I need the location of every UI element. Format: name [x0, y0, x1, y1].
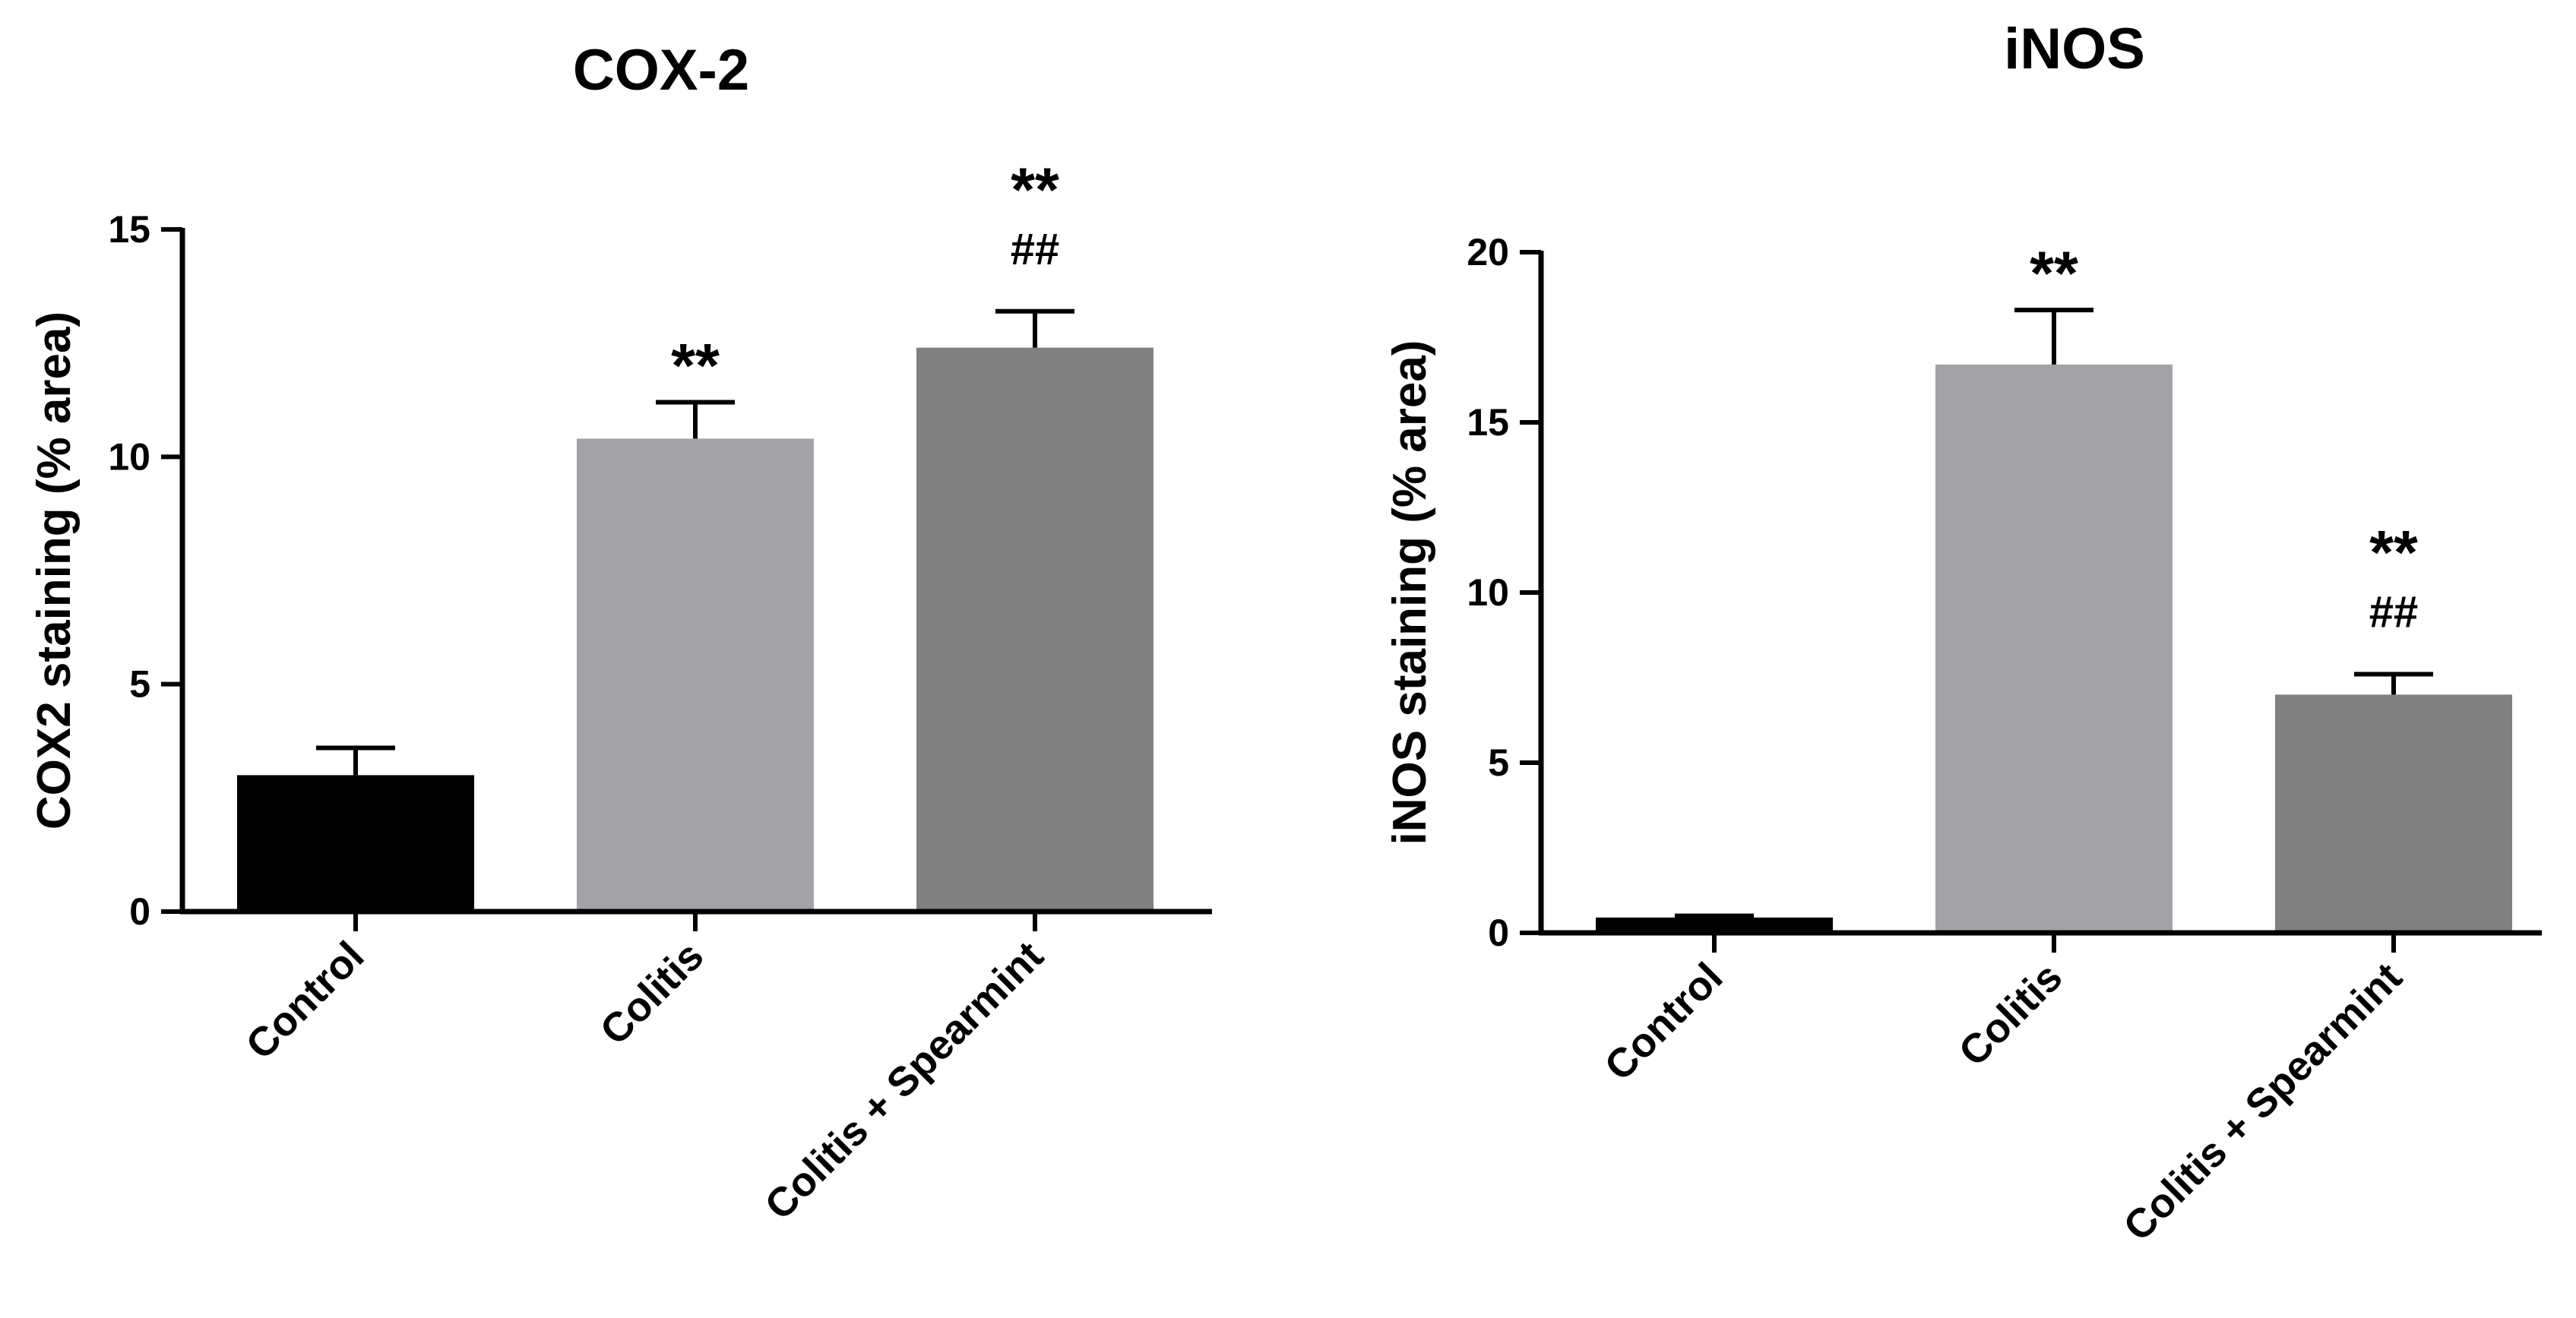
x-category-label: Colitis — [1950, 954, 2071, 1075]
x-category-label: Colitis — [591, 933, 712, 1054]
significance-hash: ## — [1011, 225, 1060, 274]
chart-title: COX-2 — [573, 38, 749, 103]
bar-0 — [1596, 917, 1833, 933]
bar-2 — [916, 347, 1154, 912]
y-tick-label: 20 — [1467, 231, 1509, 273]
bar-1 — [1935, 364, 2173, 934]
y-axis-label: iNOS staining (% area) — [1384, 340, 1436, 845]
x-category-label: Colitis + Spearmint — [756, 933, 1052, 1228]
bar-1 — [577, 438, 814, 912]
y-tick-label: 10 — [108, 435, 150, 478]
chart-title: iNOS — [2004, 17, 2145, 81]
y-tick-label: 0 — [1488, 912, 1509, 954]
bar-0 — [237, 775, 474, 912]
bar-2 — [2275, 694, 2512, 933]
y-tick-label: 15 — [108, 208, 150, 251]
significance-stars: ** — [2369, 519, 2418, 588]
x-category-label: Control — [1596, 954, 1731, 1089]
y-tick-label: 5 — [129, 663, 150, 706]
significance-stars: ** — [671, 331, 720, 400]
y-tick-label: 10 — [1467, 571, 1509, 614]
y-axis-label: COX2 staining (% area) — [28, 311, 81, 830]
significance-hash: ## — [2369, 588, 2419, 637]
y-tick-label: 0 — [129, 890, 150, 933]
significance-stars: ** — [1011, 156, 1059, 225]
x-category-label: Control — [237, 933, 372, 1068]
x-category-label: Colitis + Spearmint — [2115, 954, 2410, 1250]
y-tick-label: 5 — [1488, 741, 1509, 784]
significance-stars: ** — [2030, 239, 2078, 308]
y-tick-label: 15 — [1467, 401, 1509, 444]
